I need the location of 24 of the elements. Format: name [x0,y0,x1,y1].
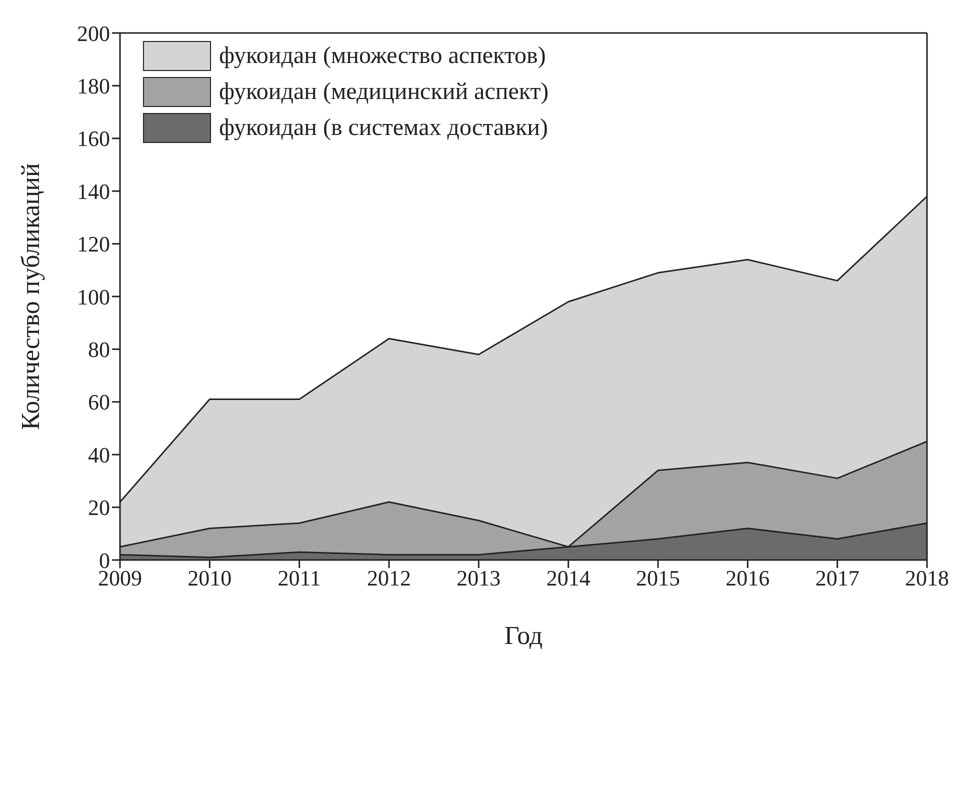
x-tick-label: 2013 [456,566,501,591]
y-tick-label: 40 [88,442,110,468]
x-tick-label: 2010 [188,566,232,591]
x-tick-label: 2011 [278,566,321,591]
x-axis-title: Год [504,621,543,650]
x-tick-label: 2012 [367,566,411,591]
x-tick-label: 2015 [636,566,680,591]
legend-label: фукоидан (медицинский аспект) [219,78,549,106]
x-tick-label: 2016 [726,566,770,591]
y-tick-label: 180 [77,74,110,99]
y-tick-label: 200 [77,20,110,46]
x-tick-label: 2018 [905,566,949,591]
y-tick-label: 100 [77,284,110,310]
y-axis-title: Количество публикаций [16,162,46,430]
y-tick-label: 140 [77,178,110,204]
x-tick-label: 2014 [546,566,590,591]
y-tick-label: 160 [77,126,110,152]
y-tick-label: 20 [88,495,110,520]
y-tick-label: 120 [77,232,110,257]
legend-label: фукоидан (множество аспектов) [219,42,546,70]
legend-label: фукоидан (в системах доставки) [219,114,548,142]
y-tick-label: 60 [88,390,110,415]
y-tick-label: 80 [88,337,110,362]
x-tick-label: 2017 [815,566,860,591]
